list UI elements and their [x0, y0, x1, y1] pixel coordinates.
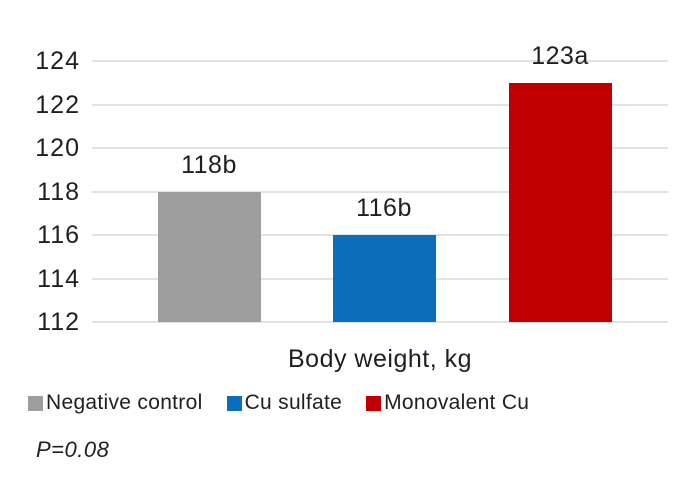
bar-data-label-monovalent-cu: 123a — [531, 41, 589, 70]
bar-monovalent-cu — [508, 82, 612, 322]
legend-item-monovalent-cu: Monovalent Cu — [366, 390, 529, 416]
legend-label-monovalent-cu: Monovalent Cu — [384, 391, 530, 414]
y-axis-tick-label: 122 — [35, 90, 80, 119]
x-axis-title: Body weight, kg — [288, 345, 472, 373]
y-axis-tick-label: 124 — [35, 47, 80, 75]
y-axis-tick-label: 112 — [37, 308, 80, 336]
gridline — [92, 321, 668, 323]
legend-item-negative-control: Negative control — [28, 390, 203, 416]
bar-cu-sulfate — [332, 235, 436, 322]
gridline — [92, 103, 668, 106]
gridline — [92, 190, 668, 193]
y-axis-tick-label: 120 — [35, 134, 80, 162]
legend-swatch-negative-control — [28, 395, 43, 411]
legend-swatch-cu-sulfate — [226, 395, 242, 411]
y-axis-tick-label: 118 — [37, 177, 80, 206]
y-axis-tick-label: 114 — [37, 264, 80, 293]
legend-item-cu-sulfate: Cu sulfate — [226, 390, 343, 416]
bar-negative-control — [157, 191, 261, 322]
legend-swatch-monovalent-cu — [366, 395, 382, 411]
p-value-annotation: P=0.08 — [36, 437, 110, 462]
legend: Negative control Cu sulfate Monovalent Cu — [28, 390, 529, 416]
bar-data-label-negative-control: 118b — [181, 150, 237, 179]
legend-label-cu-sulfate: Cu sulfate — [244, 391, 343, 414]
bar-data-label-cu-sulfate: 116b — [356, 194, 412, 222]
gridline — [92, 147, 668, 149]
legend-label-negative-control: Negative control — [46, 391, 203, 414]
gridline — [92, 60, 668, 62]
y-axis-tick-label: 116 — [37, 221, 80, 249]
